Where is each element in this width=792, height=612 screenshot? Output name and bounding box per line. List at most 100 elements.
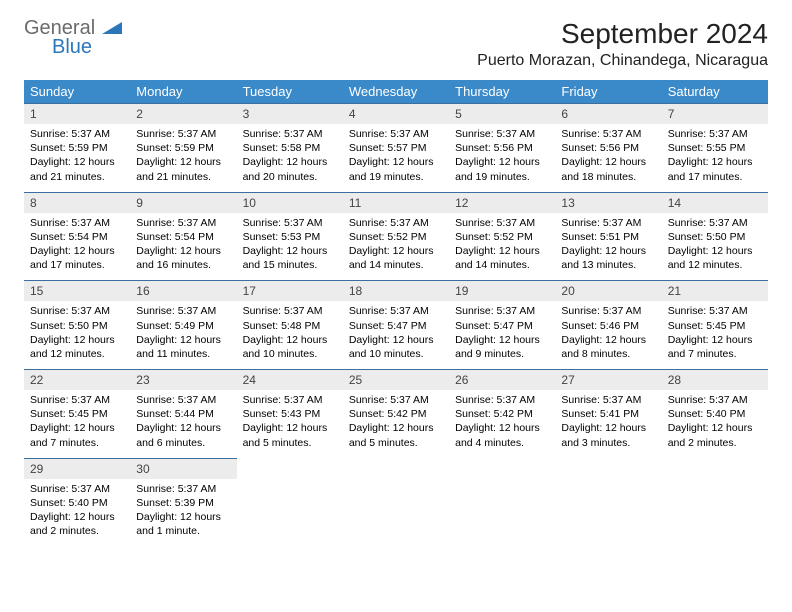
day-cell (449, 458, 555, 547)
weekday-header: Monday (130, 80, 236, 103)
detail-line: Daylight: 12 hours (136, 510, 230, 524)
weekday-header: Saturday (662, 80, 768, 103)
page-title: September 2024 (477, 18, 768, 50)
detail-line: Sunrise: 5:37 AM (243, 216, 337, 230)
detail-line: Daylight: 12 hours (561, 421, 655, 435)
detail-line: Daylight: 12 hours (136, 421, 230, 435)
detail-line: Sunset: 5:50 PM (668, 230, 762, 244)
day-details: Sunrise: 5:37 AMSunset: 5:52 PMDaylight:… (343, 213, 449, 281)
detail-line: and 14 minutes. (455, 258, 549, 272)
calendar-body: 1Sunrise: 5:37 AMSunset: 5:59 PMDaylight… (24, 103, 768, 546)
detail-line: Sunset: 5:51 PM (561, 230, 655, 244)
day-number: 19 (449, 280, 555, 301)
detail-line: Daylight: 12 hours (668, 333, 762, 347)
detail-line: Daylight: 12 hours (455, 155, 549, 169)
day-cell: 14Sunrise: 5:37 AMSunset: 5:50 PMDayligh… (662, 192, 768, 281)
detail-line: Sunrise: 5:37 AM (243, 127, 337, 141)
detail-line: Sunset: 5:39 PM (136, 496, 230, 510)
detail-line: Daylight: 12 hours (455, 333, 549, 347)
detail-line: and 1 minute. (136, 524, 230, 538)
day-number: 9 (130, 192, 236, 213)
logo-triangle-icon (102, 21, 122, 38)
day-details: Sunrise: 5:37 AMSunset: 5:56 PMDaylight:… (555, 124, 661, 192)
day-details: Sunrise: 5:37 AMSunset: 5:45 PMDaylight:… (662, 301, 768, 369)
day-details: Sunrise: 5:37 AMSunset: 5:52 PMDaylight:… (449, 213, 555, 281)
detail-line: Daylight: 12 hours (561, 155, 655, 169)
detail-line: Daylight: 12 hours (243, 155, 337, 169)
detail-line: and 3 minutes. (561, 436, 655, 450)
day-number: 2 (130, 103, 236, 124)
day-details: Sunrise: 5:37 AMSunset: 5:47 PMDaylight:… (449, 301, 555, 369)
detail-line: Sunrise: 5:37 AM (136, 216, 230, 230)
detail-line: Daylight: 12 hours (668, 155, 762, 169)
detail-line: Sunrise: 5:37 AM (30, 482, 124, 496)
day-cell: 2Sunrise: 5:37 AMSunset: 5:59 PMDaylight… (130, 103, 236, 192)
day-number: 14 (662, 192, 768, 213)
detail-line: Sunrise: 5:37 AM (30, 216, 124, 230)
day-cell: 1Sunrise: 5:37 AMSunset: 5:59 PMDaylight… (24, 103, 130, 192)
day-cell: 6Sunrise: 5:37 AMSunset: 5:56 PMDaylight… (555, 103, 661, 192)
day-cell: 28Sunrise: 5:37 AMSunset: 5:40 PMDayligh… (662, 369, 768, 458)
day-details: Sunrise: 5:37 AMSunset: 5:46 PMDaylight:… (555, 301, 661, 369)
title-block: September 2024 Puerto Morazan, Chinandeg… (477, 18, 768, 70)
day-cell: 15Sunrise: 5:37 AMSunset: 5:50 PMDayligh… (24, 280, 130, 369)
detail-line: and 21 minutes. (30, 170, 124, 184)
detail-line: and 17 minutes. (668, 170, 762, 184)
detail-line: Daylight: 12 hours (30, 155, 124, 169)
day-number: 23 (130, 369, 236, 390)
detail-line: and 6 minutes. (136, 436, 230, 450)
detail-line: and 18 minutes. (561, 170, 655, 184)
day-number: 20 (555, 280, 661, 301)
day-number: 13 (555, 192, 661, 213)
detail-line: Daylight: 12 hours (243, 244, 337, 258)
day-cell: 11Sunrise: 5:37 AMSunset: 5:52 PMDayligh… (343, 192, 449, 281)
detail-line: Daylight: 12 hours (30, 421, 124, 435)
detail-line: Daylight: 12 hours (349, 421, 443, 435)
day-number: 11 (343, 192, 449, 213)
detail-line: Daylight: 12 hours (136, 244, 230, 258)
day-details: Sunrise: 5:37 AMSunset: 5:42 PMDaylight:… (449, 390, 555, 458)
detail-line: and 7 minutes. (30, 436, 124, 450)
day-number: 4 (343, 103, 449, 124)
detail-line: Sunrise: 5:37 AM (668, 304, 762, 318)
day-details: Sunrise: 5:37 AMSunset: 5:58 PMDaylight:… (237, 124, 343, 192)
day-cell: 7Sunrise: 5:37 AMSunset: 5:55 PMDaylight… (662, 103, 768, 192)
detail-line: Sunrise: 5:37 AM (243, 304, 337, 318)
detail-line: Daylight: 12 hours (136, 155, 230, 169)
day-cell: 4Sunrise: 5:37 AMSunset: 5:57 PMDaylight… (343, 103, 449, 192)
detail-line: Daylight: 12 hours (668, 421, 762, 435)
day-cell: 5Sunrise: 5:37 AMSunset: 5:56 PMDaylight… (449, 103, 555, 192)
day-details: Sunrise: 5:37 AMSunset: 5:40 PMDaylight:… (662, 390, 768, 458)
detail-line: Sunrise: 5:37 AM (349, 216, 443, 230)
day-number: 21 (662, 280, 768, 301)
day-details: Sunrise: 5:37 AMSunset: 5:39 PMDaylight:… (130, 479, 236, 547)
detail-line: Sunrise: 5:37 AM (30, 393, 124, 407)
detail-line: Sunrise: 5:37 AM (30, 127, 124, 141)
detail-line: Sunset: 5:44 PM (136, 407, 230, 421)
detail-line: Sunrise: 5:37 AM (455, 216, 549, 230)
detail-line: Sunrise: 5:37 AM (136, 304, 230, 318)
day-number: 28 (662, 369, 768, 390)
day-cell: 21Sunrise: 5:37 AMSunset: 5:45 PMDayligh… (662, 280, 768, 369)
detail-line: and 19 minutes. (455, 170, 549, 184)
table-row: 15Sunrise: 5:37 AMSunset: 5:50 PMDayligh… (24, 280, 768, 369)
day-number: 3 (237, 103, 343, 124)
day-details: Sunrise: 5:37 AMSunset: 5:48 PMDaylight:… (237, 301, 343, 369)
detail-line: Daylight: 12 hours (455, 421, 549, 435)
detail-line: Sunrise: 5:37 AM (455, 304, 549, 318)
day-details: Sunrise: 5:37 AMSunset: 5:47 PMDaylight:… (343, 301, 449, 369)
day-number: 10 (237, 192, 343, 213)
weekday-header: Tuesday (237, 80, 343, 103)
detail-line: Sunset: 5:57 PM (349, 141, 443, 155)
day-number: 30 (130, 458, 236, 479)
day-details: Sunrise: 5:37 AMSunset: 5:49 PMDaylight:… (130, 301, 236, 369)
day-cell: 3Sunrise: 5:37 AMSunset: 5:58 PMDaylight… (237, 103, 343, 192)
location: Puerto Morazan, Chinandega, Nicaragua (477, 52, 768, 70)
detail-line: and 14 minutes. (349, 258, 443, 272)
detail-line: Sunset: 5:59 PM (30, 141, 124, 155)
detail-line: and 7 minutes. (668, 347, 762, 361)
weekday-header: Friday (555, 80, 661, 103)
day-cell: 24Sunrise: 5:37 AMSunset: 5:43 PMDayligh… (237, 369, 343, 458)
detail-line: Sunset: 5:52 PM (349, 230, 443, 244)
detail-line: and 15 minutes. (243, 258, 337, 272)
